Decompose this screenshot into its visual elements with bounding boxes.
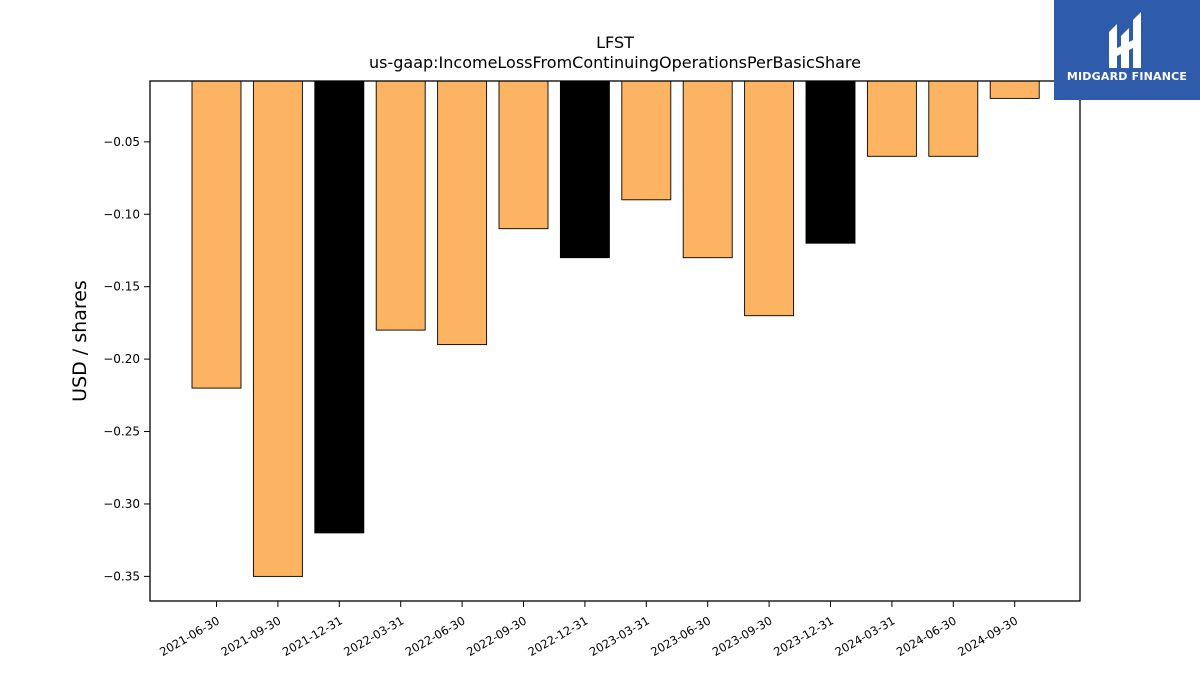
y-tick-label: −0.30 — [103, 497, 140, 511]
bar-2021-12-31 — [314, 80, 365, 534]
y-tick-label: −0.20 — [103, 352, 140, 366]
x-axis-ticks: 2021-06-302021-09-302021-12-312022-03-31… — [157, 601, 1020, 659]
x-tick-label: 2024-06-30 — [894, 613, 959, 659]
midgard-logo-icon — [1109, 12, 1141, 68]
bar-2021-06-30 — [191, 80, 242, 389]
chart-title: LFST — [596, 33, 634, 52]
x-tick-label: 2023-09-30 — [710, 613, 775, 659]
bars-group — [191, 80, 1040, 577]
x-tick-label: 2022-06-30 — [403, 613, 468, 659]
y-tick-label: −0.15 — [103, 280, 140, 294]
bar-2022-09-30 — [498, 80, 549, 230]
x-tick-label: 2023-06-30 — [648, 613, 713, 659]
x-tick-label: 2023-12-31 — [771, 613, 836, 659]
x-tick-label: 2021-09-30 — [219, 613, 284, 659]
bar-2022-03-31 — [375, 80, 426, 331]
chart-subtitle: us-gaap:IncomeLossFromContinuingOperatio… — [369, 53, 861, 72]
x-tick-label: 2021-12-31 — [280, 613, 345, 659]
x-tick-label: 2024-03-31 — [833, 613, 898, 659]
x-tick-label: 2023-03-31 — [587, 613, 652, 659]
bar-2023-09-30 — [744, 80, 795, 317]
x-tick-label: 2022-03-31 — [341, 613, 406, 659]
y-tick-label: −0.10 — [103, 207, 140, 221]
y-tick-label: −0.05 — [103, 135, 140, 149]
y-axis-label: USD / shares — [69, 280, 91, 402]
bar-2024-06-30 — [928, 80, 979, 157]
bar-2023-12-31 — [805, 80, 856, 244]
logo-text: MIDGARD FINANCE — [1066, 70, 1188, 83]
x-tick-label: 2024-09-30 — [955, 613, 1020, 659]
x-tick-label: 2022-12-31 — [526, 613, 591, 659]
bar-2023-03-31 — [621, 80, 672, 201]
bar-2023-06-30 — [682, 80, 733, 259]
y-axis-ticks: −0.05 −0.10 −0.15 −0.20 −0.25 −0.30 −0.35 — [103, 135, 150, 583]
bar-2021-09-30 — [252, 80, 303, 577]
x-tick-label: 2021-06-30 — [157, 613, 222, 659]
bar-2022-12-31 — [559, 80, 610, 259]
midgard-finance-logo: MIDGARD FINANCE — [1054, 0, 1200, 100]
y-tick-label: −0.35 — [103, 569, 140, 583]
bar-2024-09-30 — [989, 80, 1040, 99]
plot-frame — [149, 80, 1081, 602]
bar-2024-03-31 — [866, 80, 917, 157]
x-tick-label: 2022-09-30 — [464, 613, 529, 659]
bar-2022-06-30 — [437, 80, 488, 346]
y-tick-label: −0.25 — [103, 425, 140, 439]
